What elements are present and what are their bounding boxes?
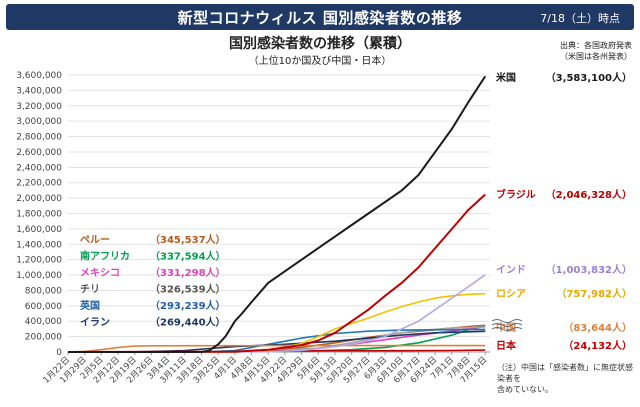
series-label-name: 米国: [496, 71, 516, 84]
series-line-4: [67, 344, 486, 353]
y-tick-label: 1,400,000: [16, 240, 62, 250]
y-tick-label: 1,800,000: [16, 210, 62, 220]
y-tick-label: 1,200,000: [16, 256, 62, 266]
y-tick-label: 200,000: [25, 333, 62, 343]
series-label-name: ブラジル: [496, 188, 536, 201]
series-label-value: （2,046,328人）: [546, 188, 632, 201]
cluster-marker: [491, 323, 523, 327]
banner-date: 7/18（土）時点: [540, 12, 620, 25]
footnote-line-1: （注）中国は「感染者数」に無症状感染者を: [497, 363, 633, 383]
banner-title: 新型コロナウィルス 国別感染者数の推移: [177, 9, 463, 27]
legend-name: ペルー: [80, 235, 110, 246]
y-tick-label: 400,000: [25, 317, 62, 327]
y-tick-label: 2,400,000: [16, 163, 62, 173]
legend-name: 英国: [79, 299, 100, 312]
y-tick-label: 2,800,000: [16, 133, 62, 143]
title-banner: 新型コロナウィルス 国別感染者数の推移 7/18（土）時点: [6, 4, 634, 30]
legend-value: （326,539人）: [150, 283, 226, 296]
legend-value: （337,594人）: [150, 250, 226, 263]
y-tick-label: 600,000: [25, 302, 62, 312]
y-tick-label: 0: [56, 348, 62, 358]
legend-name: イラン: [80, 317, 110, 329]
y-tick-label: 3,000,000: [16, 117, 62, 127]
footnote: （注）中国は「感染者数」に無症状感染者を 含めていない。: [497, 362, 640, 395]
y-tick-label: 2,200,000: [16, 179, 62, 189]
series-line-0: [67, 75, 487, 353]
legend-name: メキシコ: [80, 267, 120, 279]
chart-title: 国別感染者数の推移（累積）: [229, 36, 411, 52]
series-label-value: （757,982人）: [556, 287, 632, 300]
y-tick-label: 3,600,000: [16, 71, 62, 81]
legend-name: チリ: [80, 284, 100, 296]
y-tick-label: 1,000,000: [16, 271, 62, 281]
footnote-line-2: 含めていない。: [497, 385, 553, 394]
y-tick-label: 2,600,000: [16, 148, 62, 158]
series-label-name: ロシア: [496, 288, 526, 300]
series-label-value: （83,644人）: [563, 321, 632, 334]
series-label-name: 日本: [496, 339, 517, 352]
cluster-marker: [491, 319, 523, 323]
source-note: 出典：各国政府発表 （米国は各州発表）: [560, 40, 632, 62]
source-line-2: （米国は各州発表）: [560, 52, 632, 61]
y-tick-label: 3,200,000: [16, 102, 62, 112]
series-line-2: [67, 274, 486, 353]
series-label-value: （3,583,100人）: [546, 71, 632, 84]
legend-name: 南アフリカ: [80, 250, 130, 263]
y-tick-label: 800,000: [25, 286, 62, 296]
legend-value: （293,239人）: [150, 299, 226, 312]
series-label-value: （24,132人）: [563, 339, 632, 352]
y-tick-label: 3,400,000: [16, 86, 62, 96]
chart-subtitle: （上位10か国及び中国・日本）: [248, 56, 392, 67]
legend-value: （331,298人）: [150, 266, 226, 279]
source-line-1: 出典：各国政府発表: [560, 41, 632, 50]
y-tick-label: 1,600,000: [16, 225, 62, 235]
cluster-marker: [491, 327, 523, 331]
legend-value: （345,537人）: [150, 233, 226, 246]
series-label-name: インド: [496, 264, 526, 276]
legend-value: （269,440人）: [150, 316, 226, 329]
series-line-1: [67, 193, 486, 353]
y-tick-label: 2,000,000: [16, 194, 62, 204]
series-label-value: （1,003,832人）: [546, 263, 632, 276]
